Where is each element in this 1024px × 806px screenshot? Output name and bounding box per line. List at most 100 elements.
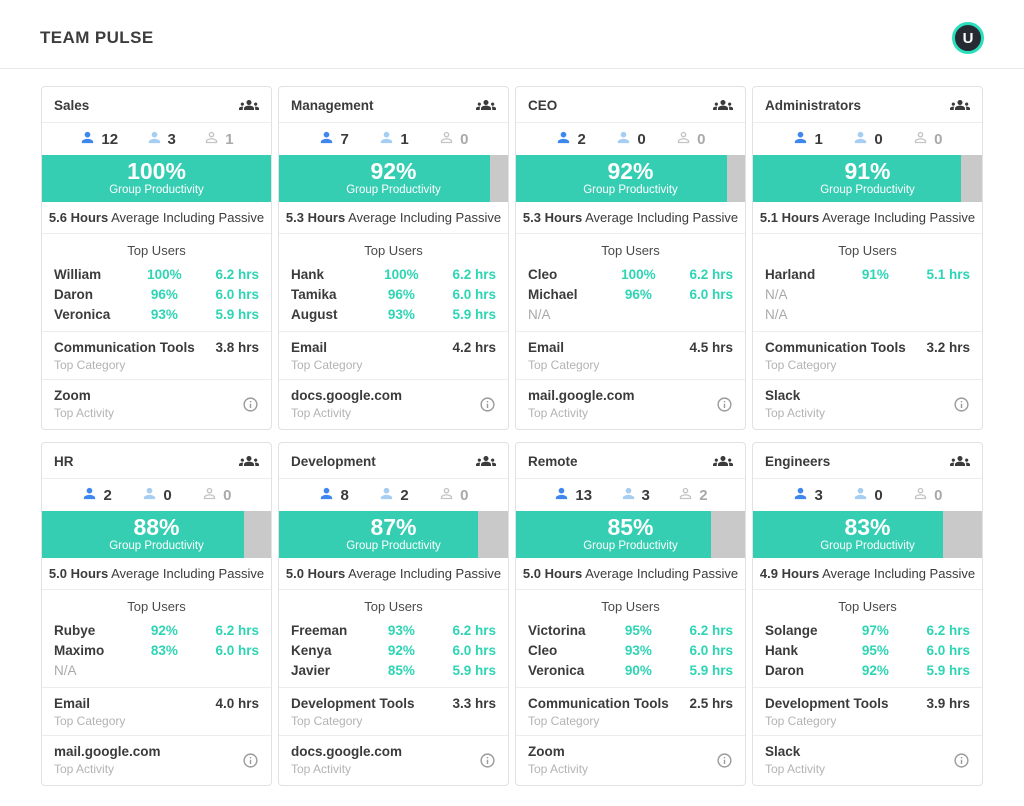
top-activity-label: Top Activity — [528, 406, 589, 420]
group-title: Management — [291, 97, 374, 113]
top-users-section: Top Users Cleo 100% 6.2 hrs Michael 96% … — [516, 234, 745, 332]
top-user-row: Hank 100% 6.2 hrs — [291, 264, 496, 284]
idle-users-count: 3 — [620, 485, 650, 506]
top-category-name: Communication Tools — [54, 340, 195, 355]
top-category-label: Top Category — [528, 714, 600, 728]
top-category-hours: 3.3 hrs — [452, 696, 496, 711]
productivity-bar: 91% Group Productivity — [753, 155, 982, 202]
top-activity-label: Top Activity — [528, 762, 589, 776]
person-offline-icon — [203, 129, 220, 150]
average-hours-suffix: Average Including Passive — [822, 210, 976, 225]
user-hours: 5.9 hrs — [452, 306, 496, 322]
user-hours: 5.9 hrs — [452, 662, 496, 678]
top-category-hours: 2.5 hrs — [689, 696, 733, 711]
user-name: Veronica — [528, 662, 585, 678]
productivity-bar-fill — [753, 155, 962, 202]
user-name: Veronica — [54, 306, 111, 322]
top-users-header: Top Users — [127, 599, 186, 614]
top-activity-section: Zoom Top Activity — [42, 380, 271, 429]
person-idle-icon — [852, 129, 869, 150]
user-name: Daron — [54, 286, 94, 302]
top-category-name: Development Tools — [765, 696, 889, 711]
info-icon[interactable] — [242, 396, 259, 413]
top-activity-label: Top Activity — [54, 762, 115, 776]
productivity-bar: 85% Group Productivity — [516, 511, 745, 558]
top-activity-name: Slack — [765, 744, 801, 759]
person-offline-icon — [912, 129, 929, 150]
idle-users-count: 0 — [615, 129, 646, 150]
user-hours: 6.2 hrs — [452, 622, 496, 638]
person-idle-icon — [615, 129, 632, 150]
top-users-header: Top Users — [127, 243, 186, 258]
top-users-section: Top Users Victorina 95% 6.2 hrs Cleo 93%… — [516, 590, 745, 688]
productivity-percent: 92% — [607, 158, 654, 184]
top-activity-label: Top Activity — [291, 762, 352, 776]
top-users-section: Top Users Freeman 93% 6.2 hrs Kenya 92% … — [279, 590, 508, 688]
user-avatar[interactable]: U — [952, 22, 984, 54]
user-name: William — [54, 266, 102, 282]
user-hours: 6.0 hrs — [215, 286, 259, 302]
info-icon[interactable] — [953, 396, 970, 413]
top-category-label: Top Category — [54, 714, 126, 728]
top-activity-section: Slack Top Activity — [753, 380, 982, 429]
offline-users-count: 0 — [912, 129, 942, 150]
person-offline-icon — [201, 485, 218, 506]
top-user-row: Maximo 83% 6.0 hrs — [54, 640, 259, 660]
user-productivity: 100% — [621, 266, 656, 282]
user-counts-row: 13 3 2 — [516, 479, 745, 511]
user-name: Kenya — [291, 642, 332, 658]
offline-users-count: 2 — [677, 485, 708, 506]
top-category-name: Email — [54, 696, 91, 711]
top-user-row: N/A — [765, 284, 970, 304]
user-name: August — [291, 306, 338, 322]
user-hours: 6.0 hrs — [452, 642, 496, 658]
info-icon[interactable] — [716, 752, 733, 769]
avatar-initial: U — [962, 29, 974, 47]
info-icon[interactable] — [953, 752, 970, 769]
top-users-header: Top Users — [601, 599, 660, 614]
user-hours: 5.9 hrs — [215, 306, 259, 322]
average-hours-suffix: Average Including Passive — [585, 210, 739, 225]
user-productivity: 96% — [624, 286, 652, 302]
team-card: Engineers 3 0 0 83% Group Producti — [752, 442, 983, 786]
user-productivity: 96% — [150, 286, 178, 302]
user-counts-row: 2 0 0 — [516, 123, 745, 155]
groups-icon — [950, 95, 970, 115]
productivity-bar-fill — [753, 511, 944, 558]
info-icon[interactable] — [479, 752, 496, 769]
idle-users-count: 2 — [378, 485, 409, 506]
top-activity-name: Slack — [765, 388, 801, 403]
user-hours: 6.0 hrs — [689, 286, 733, 302]
group-title: Development — [291, 453, 376, 469]
user-productivity: 90% — [624, 662, 652, 678]
average-hours-value: 5.1 — [759, 210, 778, 225]
top-activity-section: docs.google.com Top Activity — [279, 380, 508, 429]
idle-users-count: 0 — [852, 485, 883, 506]
offline-users-count: 1 — [203, 129, 234, 150]
top-activity-name: Zoom — [54, 388, 91, 403]
productivity-bar: 100% Group Productivity — [42, 155, 271, 202]
average-hours-suffix: Average Including Passive — [585, 566, 739, 581]
user-name: Rubye — [54, 622, 96, 638]
productivity-bar-fill — [279, 511, 479, 558]
top-activity-name: docs.google.com — [291, 388, 403, 403]
user-productivity: 100% — [384, 266, 419, 282]
info-icon[interactable] — [479, 396, 496, 413]
groups-icon — [239, 95, 259, 115]
info-icon[interactable] — [242, 752, 259, 769]
user-name: Hank — [765, 642, 799, 658]
top-user-row: Rubye 92% 6.2 hrs — [54, 620, 259, 640]
team-card: CEO 2 0 0 92% Group Productivity — [515, 86, 746, 430]
top-user-row: Kenya 92% 6.0 hrs — [291, 640, 496, 660]
top-user-row: Cleo 93% 6.0 hrs — [528, 640, 733, 660]
info-icon[interactable] — [716, 396, 733, 413]
person-offline-icon — [677, 485, 694, 506]
person-active-icon — [318, 129, 335, 150]
user-productivity: 93% — [624, 642, 652, 658]
person-active-icon — [792, 129, 809, 150]
groups-icon — [950, 451, 970, 471]
offline-users-count: 0 — [675, 129, 705, 150]
group-title: Remote — [528, 453, 578, 469]
user-hours: 6.0 hrs — [215, 642, 259, 658]
top-category-label: Top Category — [528, 358, 600, 372]
